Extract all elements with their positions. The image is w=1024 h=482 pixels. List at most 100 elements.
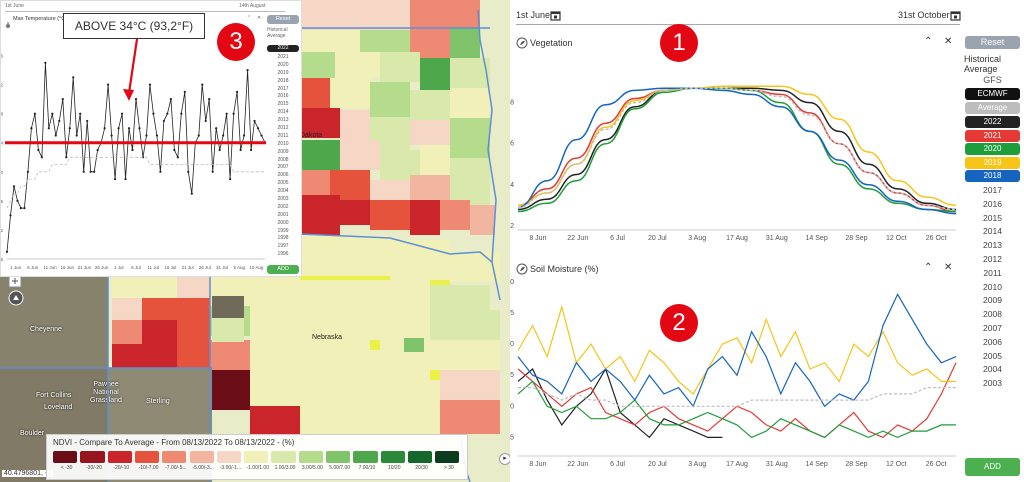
- temp-year-item[interactable]: 2005: [277, 180, 289, 187]
- soil-collapse-icon[interactable]: ⌃: [924, 262, 933, 273]
- year-toggle-2007[interactable]: 2007: [983, 322, 1002, 333]
- temp-year-item[interactable]: 1996: [277, 251, 289, 258]
- map-region[interactable]: [440, 400, 500, 434]
- year-toggle-2005[interactable]: 2005: [983, 350, 1002, 361]
- map-region[interactable]: [370, 280, 430, 310]
- map-region[interactable]: [420, 145, 450, 175]
- map-region[interactable]: [250, 406, 300, 436]
- year-toggle-2018[interactable]: 2018: [965, 170, 1020, 182]
- map-region[interactable]: [420, 58, 450, 90]
- map-region[interactable]: [300, 390, 380, 434]
- map-region[interactable]: [450, 88, 490, 118]
- year-toggle-2017[interactable]: 2017: [983, 185, 1002, 195]
- map-layer-icon[interactable]: [8, 290, 24, 306]
- map-region[interactable]: [340, 110, 370, 140]
- map-region[interactable]: [470, 205, 495, 235]
- collapse-panel-icon[interactable]: ▸: [499, 453, 510, 465]
- map-region[interactable]: [410, 0, 480, 28]
- temp-add-button[interactable]: ADD: [267, 265, 299, 274]
- map-region[interactable]: [410, 200, 440, 235]
- map-region[interactable]: [300, 236, 390, 276]
- calendar-start-icon[interactable]: [550, 8, 561, 21]
- historical-average[interactable]: Historical Average: [964, 54, 1002, 74]
- map-region[interactable]: [300, 140, 340, 170]
- map-region[interactable]: [142, 320, 177, 344]
- year-toggle-2019[interactable]: 2019: [965, 156, 1020, 169]
- temp-year-item[interactable]: 2013: [277, 117, 289, 124]
- map-region[interactable]: [112, 298, 142, 320]
- map-region[interactable]: [340, 200, 370, 225]
- temp-collapse-icon[interactable]: ⌃: [247, 15, 252, 21]
- map-region[interactable]: [210, 370, 250, 410]
- map-region[interactable]: [370, 82, 410, 117]
- map-region[interactable]: [210, 340, 250, 370]
- map-region[interactable]: [370, 180, 410, 200]
- map-region[interactable]: [450, 28, 480, 58]
- temp-year-item[interactable]: 2004: [277, 188, 289, 195]
- map-region[interactable]: [450, 158, 490, 188]
- soil-close-icon[interactable]: ✕: [944, 262, 953, 273]
- map-region[interactable]: [212, 318, 244, 342]
- temp-year-item[interactable]: 2021: [277, 54, 289, 60]
- year-toggle-2014[interactable]: 2014: [983, 226, 1002, 237]
- map-region[interactable]: [177, 276, 210, 298]
- map-region[interactable]: [300, 52, 335, 78]
- year-toggle-2004[interactable]: 2004: [983, 364, 1002, 375]
- map-region[interactable]: [340, 140, 380, 170]
- temp-close-icon[interactable]: ✕: [257, 15, 262, 21]
- temp-year-item[interactable]: 2000: [277, 219, 289, 226]
- map-region[interactable]: [430, 340, 500, 370]
- map-region[interactable]: [440, 370, 500, 400]
- map-region[interactable]: [410, 90, 450, 120]
- map-region[interactable]: [380, 52, 420, 82]
- year-toggle-2015[interactable]: 2015: [983, 212, 1002, 223]
- date-end[interactable]: 31st October: [898, 10, 950, 20]
- year-toggle-2010[interactable]: 2010: [983, 281, 1002, 292]
- temp-year-item[interactable]: 1999: [277, 227, 289, 234]
- year-toggle-2006[interactable]: 2006: [983, 336, 1002, 347]
- map-region[interactable]: [430, 310, 500, 340]
- vegetation-collapse-icon[interactable]: ⌃: [924, 36, 933, 47]
- temp-year-item[interactable]: 2009: [277, 148, 289, 155]
- temp-year-item[interactable]: 2017: [277, 85, 289, 92]
- year-toggle-2003[interactable]: 2003: [983, 378, 1002, 389]
- map-region[interactable]: [450, 58, 490, 88]
- year-toggle-2011[interactable]: 2011: [983, 267, 1002, 278]
- map-region[interactable]: [112, 320, 142, 344]
- map-region[interactable]: [450, 118, 490, 158]
- average-option[interactable]: Average: [965, 102, 1020, 114]
- temp-year-item[interactable]: 2011: [277, 132, 289, 139]
- map-region[interactable]: [360, 30, 410, 52]
- map-region[interactable]: [404, 338, 424, 352]
- map-region[interactable]: [112, 344, 142, 368]
- map-region[interactable]: [112, 276, 142, 298]
- temp-year-item[interactable]: 2018: [277, 77, 289, 84]
- map-region[interactable]: [142, 344, 177, 368]
- map-region[interactable]: [177, 298, 210, 320]
- map-region[interactable]: [250, 366, 300, 406]
- map-region[interactable]: [440, 200, 470, 230]
- year-toggle-2012[interactable]: 2012: [983, 253, 1002, 264]
- temp-year-item[interactable]: 1997: [277, 243, 289, 250]
- year-toggle-2016[interactable]: 2016: [983, 198, 1002, 209]
- ecmwf-option[interactable]: ECMWF: [965, 88, 1020, 100]
- temp-year-item[interactable]: 2007: [277, 164, 289, 171]
- temp-reset-button[interactable]: Reset: [267, 15, 299, 24]
- temp-year-item[interactable]: 2019: [277, 69, 289, 76]
- temp-year-2022[interactable]: 2022: [267, 45, 299, 52]
- map-region[interactable]: [300, 195, 340, 235]
- year-toggle-2020[interactable]: 2020: [965, 143, 1020, 155]
- temp-historical-average[interactable]: Historical Average: [267, 27, 288, 39]
- reset-button[interactable]: Reset: [965, 36, 1020, 49]
- map-region[interactable]: [177, 320, 210, 344]
- vegetation-close-icon[interactable]: ✕: [944, 36, 953, 47]
- date-start[interactable]: 1st June: [516, 10, 551, 20]
- gfs-option[interactable]: GFS: [983, 75, 1002, 85]
- temp-date-start[interactable]: 1st June: [5, 3, 24, 9]
- temp-year-item[interactable]: 2006: [277, 172, 289, 179]
- map-region[interactable]: [300, 30, 360, 52]
- year-toggle-2022[interactable]: 2022: [965, 116, 1020, 128]
- map-region[interactable]: [300, 78, 330, 108]
- map-region[interactable]: [300, 108, 340, 138]
- year-toggle-2008[interactable]: 2008: [983, 309, 1002, 320]
